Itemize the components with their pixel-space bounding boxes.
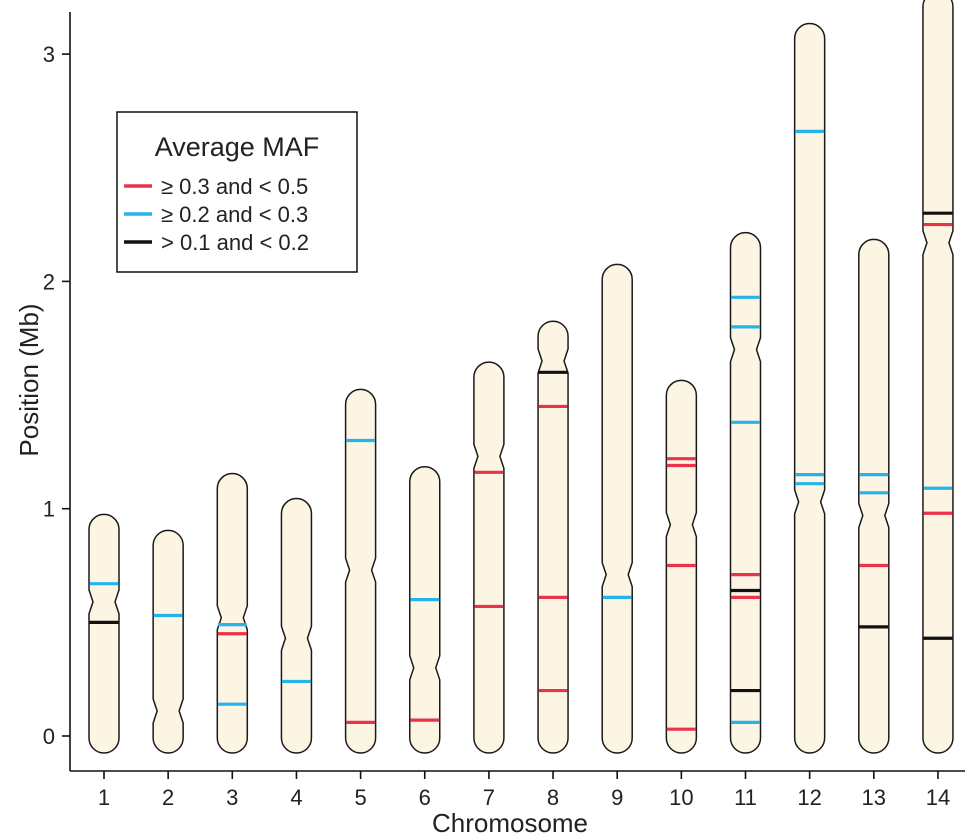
x-tick-label: 13 xyxy=(862,785,886,810)
chromosomes xyxy=(88,0,954,754)
chromosome-7 xyxy=(473,361,505,754)
chromosome-11 xyxy=(729,231,762,754)
x-tick-label: 8 xyxy=(547,785,559,810)
chromosome-12 xyxy=(793,22,826,754)
chromosome-2 xyxy=(152,529,184,754)
legend-entry-label: ≥ 0.3 and < 0.5 xyxy=(161,174,308,199)
x-tick-label: 2 xyxy=(162,785,174,810)
chromosome-1 xyxy=(88,513,120,754)
chromosome-8 xyxy=(537,320,569,754)
axes xyxy=(69,12,965,772)
x-ticks: 1 2 3 4 5 6 7 8 9 10 11 12 13 14 xyxy=(98,771,950,810)
chromosome-4 xyxy=(280,497,313,754)
chromosome-body xyxy=(793,22,826,754)
x-tick-label: 10 xyxy=(669,785,693,810)
chromosome-13 xyxy=(858,238,890,754)
chromosome-body xyxy=(922,0,954,754)
chromosome-body xyxy=(409,466,441,754)
legend-entries: ≥ 0.3 and < 0.5 ≥ 0.2 and < 0.3 > 0.1 and … xyxy=(124,174,309,255)
x-tick-label: 11 xyxy=(734,785,757,810)
x-tick-label: 7 xyxy=(483,785,495,810)
x-tick-label: 1 xyxy=(98,785,110,810)
chromosome-body xyxy=(537,320,569,754)
chromosome-body xyxy=(344,388,377,754)
chromosome-10 xyxy=(665,379,698,754)
x-tick-label: 14 xyxy=(926,785,950,810)
chromosome-5 xyxy=(344,388,377,754)
y-axis-title: Position (Mb) xyxy=(14,303,44,456)
legend-box xyxy=(116,111,358,273)
chromosome-body xyxy=(729,231,762,754)
y-tick-label: 1 xyxy=(43,497,55,522)
chromosome-body xyxy=(280,497,313,754)
chromosome-9 xyxy=(601,263,633,754)
x-tick-label: 9 xyxy=(611,785,623,810)
x-tick-label: 3 xyxy=(226,785,238,810)
chromosome-body xyxy=(152,529,184,754)
y-ticks: 0 1 2 3 xyxy=(43,42,70,749)
chromosome-body xyxy=(216,472,249,754)
chromosome-body xyxy=(473,361,505,754)
chromosome-3 xyxy=(216,472,249,754)
x-tick-label: 6 xyxy=(419,785,431,810)
legend-entry-label: > 0.1 and < 0.2 xyxy=(161,230,309,255)
x-tick-label: 4 xyxy=(290,785,302,810)
x-tick-label: 12 xyxy=(797,785,821,810)
legend: Average MAF ≥ 0.3 and < 0.5 ≥ 0.2 and < 0… xyxy=(116,111,358,273)
chromosome-body xyxy=(858,238,890,754)
chromosome-14 xyxy=(922,0,954,754)
y-tick-label: 2 xyxy=(43,269,55,294)
x-axis-title: Chromosome xyxy=(432,808,588,837)
chromosome-6 xyxy=(409,466,441,754)
x-tick-label: 5 xyxy=(354,785,366,810)
y-tick-label: 3 xyxy=(43,42,55,67)
legend-title: Average MAF xyxy=(155,132,320,162)
y-tick-label: 0 xyxy=(43,724,55,749)
chromosome-body xyxy=(88,513,120,754)
chromosome-body xyxy=(601,263,633,754)
legend-entry-label: ≥ 0.2 and < 0.3 xyxy=(161,202,308,227)
